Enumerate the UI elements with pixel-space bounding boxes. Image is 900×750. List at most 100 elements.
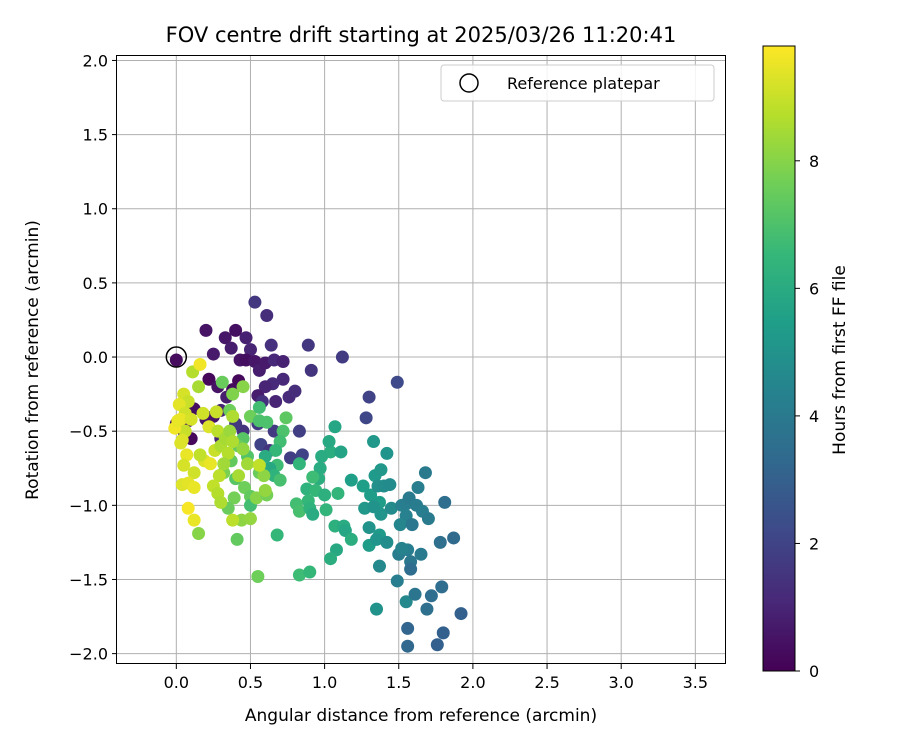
chart-title: FOV centre drift starting at 2025/03/26 …: [166, 23, 677, 47]
scatter-point: [177, 458, 191, 472]
scatter-point: [328, 519, 342, 533]
legend: Reference platepar: [440, 64, 715, 102]
colorbar-tick-label: 2: [809, 534, 819, 553]
y-tick-label: 0.5: [83, 274, 108, 293]
scatter-point: [257, 469, 271, 483]
scatter-point: [421, 512, 435, 526]
x-tick-label: 3.5: [683, 673, 708, 692]
scatter-point: [436, 626, 450, 640]
scatter-point: [370, 532, 384, 546]
x-axis-title: Angular distance from reference (arcmin): [245, 706, 597, 726]
scatter-point: [187, 513, 201, 527]
scatter-point: [313, 461, 327, 475]
scatter-point: [418, 466, 432, 480]
scatter-point: [230, 532, 244, 546]
scatter-point: [249, 491, 263, 505]
y-tick-label: 0.0: [83, 348, 108, 367]
y-axis-title: Rotation from reference (arcmin): [23, 220, 43, 500]
scatter-point: [264, 338, 278, 352]
y-tick-label: −2.0: [69, 645, 108, 664]
scatter-point: [180, 448, 194, 462]
scatter-point: [383, 478, 397, 492]
scatter-point: [393, 518, 407, 532]
scatter-point: [243, 343, 257, 357]
scatter-point: [224, 341, 238, 355]
scatter-point: [362, 390, 376, 404]
scatter-point: [243, 512, 257, 526]
scatter-point: [324, 552, 338, 566]
x-tick-label: 3.0: [608, 673, 633, 692]
scatter-point: [304, 363, 318, 377]
scatter-point: [372, 559, 386, 573]
scatter-point: [276, 354, 290, 368]
scatter-point: [364, 488, 378, 502]
scatter-point: [447, 531, 461, 545]
scatter-point: [399, 595, 413, 609]
scatter-point: [232, 469, 246, 483]
scatter-point: [279, 411, 293, 425]
scatter-point: [169, 353, 183, 367]
scatter-point: [362, 521, 376, 535]
scatter-point: [223, 424, 237, 438]
scatter-point: [328, 420, 342, 434]
colorbar-tick-label: 8: [809, 152, 819, 171]
colorbar-label: Hours from first FF file: [830, 265, 850, 455]
scatter-point: [411, 481, 425, 495]
colorbar-tick-label: 0: [809, 662, 819, 681]
scatter-point: [331, 486, 345, 500]
y-axis: 2.0 1.5 1.0 0.5 0.0 −0.5 −1.0 −1.5 −2.0: [69, 51, 117, 664]
scatter-point: [334, 445, 348, 459]
scatter-point: [229, 323, 243, 337]
legend-box: [440, 64, 715, 102]
scatter-point: [214, 495, 228, 509]
scatter-point: [288, 384, 302, 398]
scatter-point: [390, 574, 404, 588]
y-tick-label: 1.5: [83, 126, 108, 145]
scatter-point: [356, 479, 370, 493]
scatter-point: [315, 449, 329, 463]
scatter-point: [292, 424, 306, 438]
x-tick-label: 0.5: [238, 673, 263, 692]
scatter-point: [370, 602, 384, 616]
x-tick-label: 0.0: [164, 673, 189, 692]
scatter-point: [187, 481, 201, 495]
x-tick-label: 1.5: [386, 673, 411, 692]
scatter-point: [203, 457, 217, 471]
scatter-point: [236, 442, 250, 456]
scatter-point: [438, 495, 452, 509]
scatter-point: [395, 541, 409, 555]
scatter-point: [276, 424, 290, 438]
scatter-point: [193, 448, 207, 462]
scatter-point: [306, 507, 320, 521]
legend-label: Reference platepar: [507, 74, 660, 93]
reference-marker-layer: [165, 346, 188, 368]
scatter-point: [267, 424, 281, 438]
scatter-point: [226, 435, 240, 449]
scatter-point: [248, 295, 262, 309]
scatter-point: [269, 443, 283, 457]
scatter-point: [404, 562, 418, 576]
scatter-point: [226, 409, 240, 423]
scatter-point: [193, 357, 207, 371]
scatter-point: [251, 570, 265, 584]
scatter-point: [384, 501, 398, 515]
x-tick-label: 1.0: [312, 673, 337, 692]
reference-marker: [165, 346, 188, 368]
scatter-point: [292, 504, 306, 518]
scatter-point: [424, 589, 438, 603]
plot-frame: [116, 55, 726, 664]
scatter-point: [196, 406, 210, 420]
scatter-point: [240, 457, 254, 471]
scatter-point: [181, 501, 195, 515]
scatter-point: [226, 387, 240, 401]
scatter-point: [199, 323, 213, 337]
data-points: [168, 295, 468, 653]
scatter-point: [454, 607, 468, 621]
scatter-point: [184, 412, 198, 426]
scatter-point: [335, 350, 349, 364]
scatter-point: [292, 568, 306, 582]
scatter-point: [260, 309, 274, 323]
scatter-point: [319, 503, 333, 517]
scatter-point: [270, 528, 284, 542]
scatter-point: [258, 483, 272, 497]
